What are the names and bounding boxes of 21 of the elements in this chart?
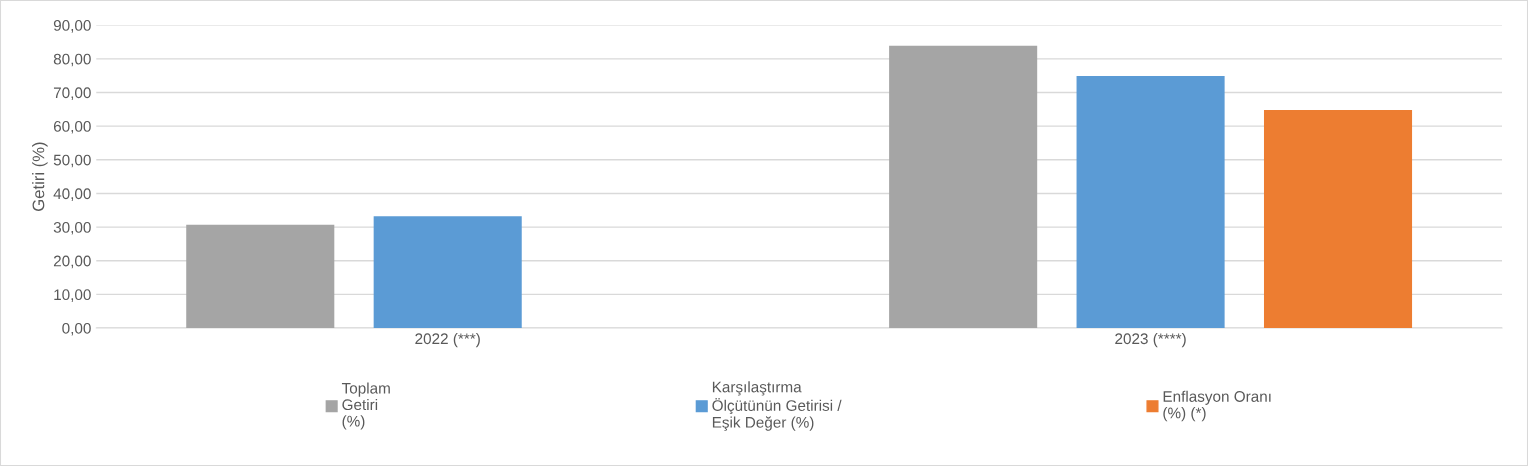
legend-label: Karşılaştırma Ölçütünün Getirisi / Eşik Değer (%) (712, 381, 842, 431)
y-tick-label: 70,00 (53, 87, 91, 100)
y-tick-label: 40,00 (53, 188, 91, 201)
y-tick-label: 10,00 (54, 289, 91, 302)
x-tick-label: 2023 (****) (1115, 332, 1186, 348)
y-tick-label: 30,00 (53, 221, 91, 235)
y-tick-label: 20,00 (53, 255, 91, 269)
bar (1263, 109, 1413, 329)
y-tick-label: 60,00 (53, 121, 91, 134)
y-tick-label: 80,00 (53, 53, 91, 67)
legend-label: Enflasyon Oranı (%) (*) (1163, 390, 1271, 422)
y-tick-label: 0,00 (62, 322, 91, 336)
y-axis-title: Getiri (%) (32, 142, 48, 211)
y-tick-label: 50,00 (53, 154, 91, 168)
bar (186, 224, 335, 329)
bar (889, 45, 1038, 329)
legend-label: Toplam Getiri (%) (341, 382, 390, 430)
x-tick-label: 2022 (***) (415, 332, 480, 348)
y-tick-label: 90,00 (53, 20, 91, 33)
bar (1076, 75, 1225, 329)
bar (373, 216, 522, 329)
